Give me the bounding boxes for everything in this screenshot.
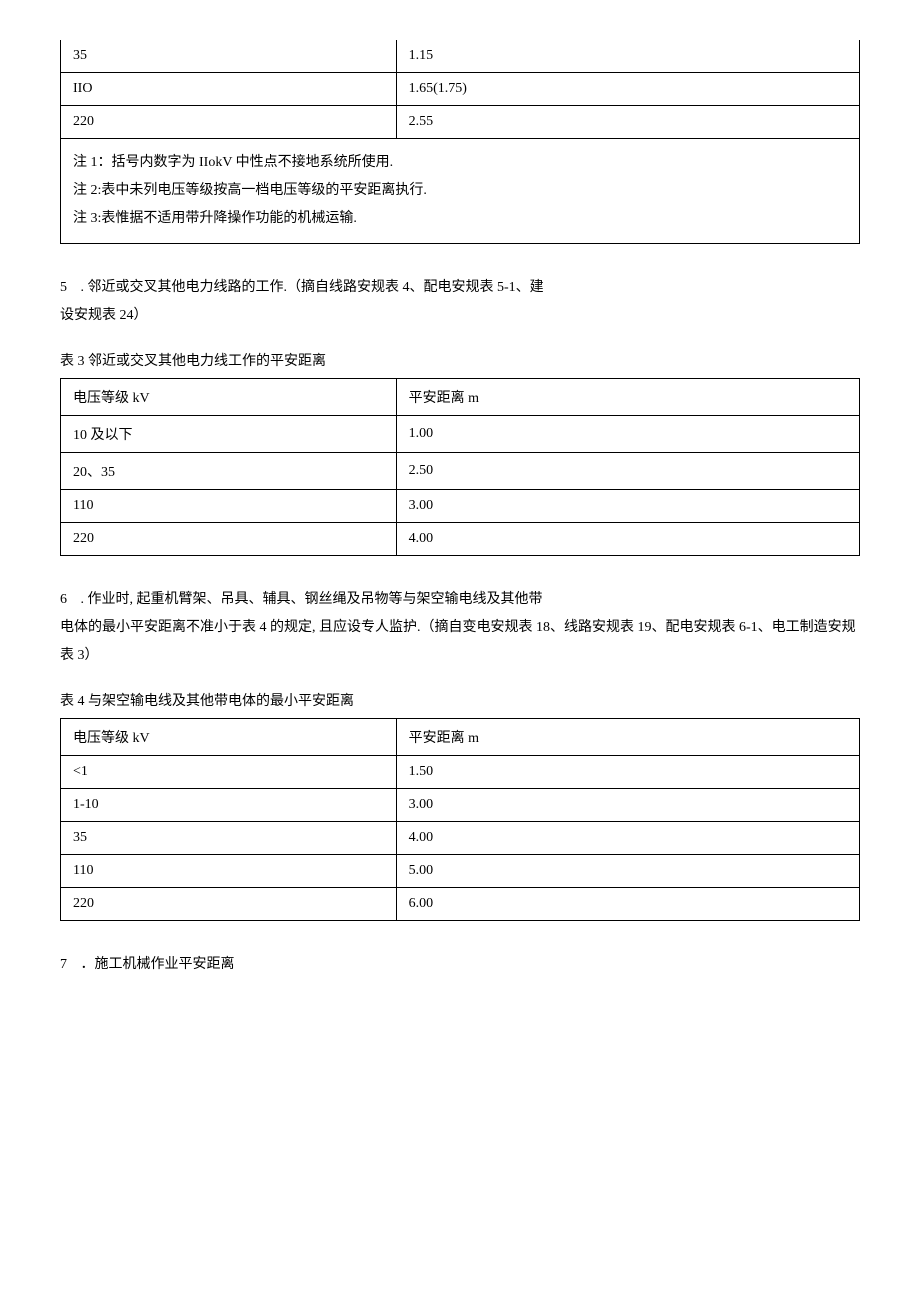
section-text: . 邻近或交叉其他电力线路的工作.（摘自线路安规表 4、配电安规表 5-1、建 bbox=[81, 280, 544, 295]
notes-cell: 注 1：括号内数字为 IIokV 中性点不接地系统所使用. 注 2:表中未列电压… bbox=[61, 139, 860, 244]
cell-voltage: <1 bbox=[61, 756, 397, 789]
header-distance: 平安距离 m bbox=[396, 379, 859, 416]
cell-voltage: 220 bbox=[61, 523, 397, 556]
table3-title: 表 3 邻近或交叉其他电力线工作的平安距离 bbox=[60, 350, 860, 370]
table4: 电压等级 kV 平安距离 m <1 1.50 1-10 3.00 35 4.00… bbox=[60, 718, 860, 921]
cell-voltage: IIO bbox=[61, 73, 397, 106]
cell-voltage: 110 bbox=[61, 855, 397, 888]
cell-voltage: 35 bbox=[61, 40, 397, 73]
table-row: <1 1.50 bbox=[61, 756, 860, 789]
cell-voltage: 20、35 bbox=[61, 453, 397, 490]
cell-distance: 1.00 bbox=[396, 416, 859, 453]
cell-voltage: 10 及以下 bbox=[61, 416, 397, 453]
section-text-cont: 电体的最小平安距离不准小于表 4 的规定, 且应设专人监护.（摘自变电安规表 1… bbox=[60, 620, 856, 663]
cell-distance: 1.15 bbox=[396, 40, 859, 73]
table-row: 220 4.00 bbox=[61, 523, 860, 556]
table-row: 110 5.00 bbox=[61, 855, 860, 888]
header-distance: 平安距离 m bbox=[396, 719, 859, 756]
table-row: 35 1.15 bbox=[61, 40, 860, 73]
note-line: 注 2:表中未列电压等级按高一档电压等级的平安距离执行. bbox=[73, 177, 847, 205]
section-number: 7 bbox=[60, 951, 67, 979]
table-row: 220 6.00 bbox=[61, 888, 860, 921]
section-5-paragraph: 5 . 邻近或交叉其他电力线路的工作.（摘自线路安规表 4、配电安规表 5-1、… bbox=[60, 274, 860, 330]
cell-distance: 4.00 bbox=[396, 822, 859, 855]
section-text-cont: 设安规表 24） bbox=[60, 308, 148, 323]
note-line: 注 1：括号内数字为 IIokV 中性点不接地系统所使用. bbox=[73, 149, 847, 177]
header-voltage: 电压等级 kV bbox=[61, 379, 397, 416]
header-voltage: 电压等级 kV bbox=[61, 719, 397, 756]
table-row: 20、35 2.50 bbox=[61, 453, 860, 490]
section-7-paragraph: 7 ．施工机械作业平安距离 bbox=[60, 951, 860, 979]
table4-title: 表 4 与架空输电线及其他带电体的最小平安距离 bbox=[60, 690, 860, 710]
section-number: 6 bbox=[60, 586, 67, 614]
table-row: 110 3.00 bbox=[61, 490, 860, 523]
table-continuation: 35 1.15 IIO 1.65(1.75) 220 2.55 注 1：括号内数… bbox=[60, 40, 860, 244]
table-row: 1-10 3.00 bbox=[61, 789, 860, 822]
cell-voltage: 220 bbox=[61, 106, 397, 139]
cell-distance: 1.65(1.75) bbox=[396, 73, 859, 106]
cell-distance: 2.50 bbox=[396, 453, 859, 490]
cell-distance: 6.00 bbox=[396, 888, 859, 921]
section-text: . 作业时, 起重机臂架、吊具、辅具、钢丝绳及吊物等与架空输电线及其他带 bbox=[81, 592, 543, 607]
table-header-row: 电压等级 kV 平安距离 m bbox=[61, 719, 860, 756]
cell-distance: 4.00 bbox=[396, 523, 859, 556]
table-row: 220 2.55 bbox=[61, 106, 860, 139]
cell-voltage: 35 bbox=[61, 822, 397, 855]
cell-distance: 2.55 bbox=[396, 106, 859, 139]
section-6-paragraph: 6 . 作业时, 起重机臂架、吊具、辅具、钢丝绳及吊物等与架空输电线及其他带 电… bbox=[60, 586, 860, 670]
table-header-row: 电压等级 kV 平安距离 m bbox=[61, 379, 860, 416]
table-row: 10 及以下 1.00 bbox=[61, 416, 860, 453]
cell-distance: 3.00 bbox=[396, 789, 859, 822]
table-notes-row: 注 1：括号内数字为 IIokV 中性点不接地系统所使用. 注 2:表中未列电压… bbox=[61, 139, 860, 244]
cell-distance: 3.00 bbox=[396, 490, 859, 523]
table3: 电压等级 kV 平安距离 m 10 及以下 1.00 20、35 2.50 11… bbox=[60, 378, 860, 556]
cell-voltage: 1-10 bbox=[61, 789, 397, 822]
section-text: ．施工机械作业平安距离 bbox=[81, 957, 235, 972]
table-row: IIO 1.65(1.75) bbox=[61, 73, 860, 106]
cell-voltage: 220 bbox=[61, 888, 397, 921]
cell-voltage: 110 bbox=[61, 490, 397, 523]
note-line: 注 3:表惟据不适用带升降操作功能的机械运输. bbox=[73, 205, 847, 233]
cell-distance: 5.00 bbox=[396, 855, 859, 888]
table-row: 35 4.00 bbox=[61, 822, 860, 855]
section-number: 5 bbox=[60, 274, 67, 302]
cell-distance: 1.50 bbox=[396, 756, 859, 789]
